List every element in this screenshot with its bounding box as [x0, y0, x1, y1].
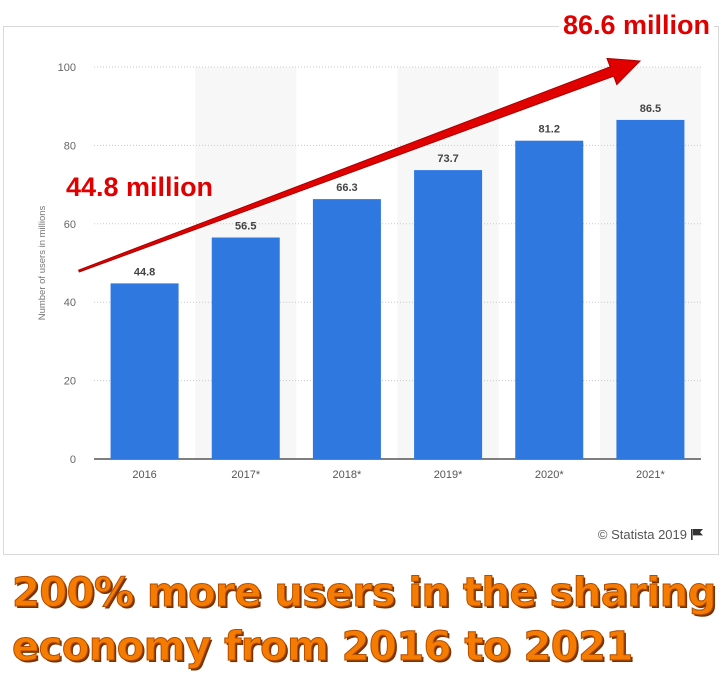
data-label: 66.3: [336, 182, 357, 194]
bar: [414, 170, 483, 459]
data-label: 81.2: [539, 124, 560, 136]
caption: 200% more users in the sharing economy f…: [12, 566, 717, 674]
caption-line-1: 200% more users in the sharing: [12, 570, 717, 617]
x-tick-label: 2021*: [636, 469, 665, 481]
y-tick-label: 40: [64, 297, 76, 309]
data-label: 73.7: [437, 153, 458, 165]
statista-credit[interactable]: © Statista 2019: [598, 527, 703, 542]
y-tick-label: 20: [64, 376, 76, 388]
chart-frame: 0 20 40 60 80 100 Number of users in millions 4…: [3, 26, 719, 555]
bar: [110, 283, 179, 459]
y-tick-label: 80: [64, 140, 76, 152]
start-value-annotation: 44.8 million: [66, 172, 214, 202]
x-tick-label: 2019*: [434, 469, 463, 481]
x-tick-label: 2018*: [333, 469, 362, 481]
y-tick-label: 0: [70, 454, 76, 466]
bar: [312, 199, 381, 459]
x-tick-label: 2016: [132, 469, 156, 481]
data-label: 44.8: [134, 266, 155, 278]
x-tick-label: 2017*: [231, 469, 260, 481]
data-label: 56.5: [235, 221, 256, 233]
caption-line-2: economy from 2016 to 2021: [12, 624, 634, 671]
flag-icon: [691, 529, 703, 540]
bar-chart: 0 20 40 60 80 100 Number of users in millions 4…: [37, 57, 701, 481]
trend-arrow: [77, 57, 642, 273]
y-tick-label: 100: [58, 62, 76, 74]
bar: [515, 140, 584, 460]
y-axis-title: Number of users in millions: [37, 205, 48, 320]
credit-text: © Statista 2019: [597, 527, 687, 542]
y-tick-label: 60: [64, 219, 76, 231]
bar: [211, 237, 280, 459]
bar: [616, 119, 685, 460]
x-tick-label: 2020*: [535, 469, 564, 481]
data-label: 86.5: [640, 103, 661, 115]
end-value-annotation: 86.6 million: [558, 10, 714, 41]
